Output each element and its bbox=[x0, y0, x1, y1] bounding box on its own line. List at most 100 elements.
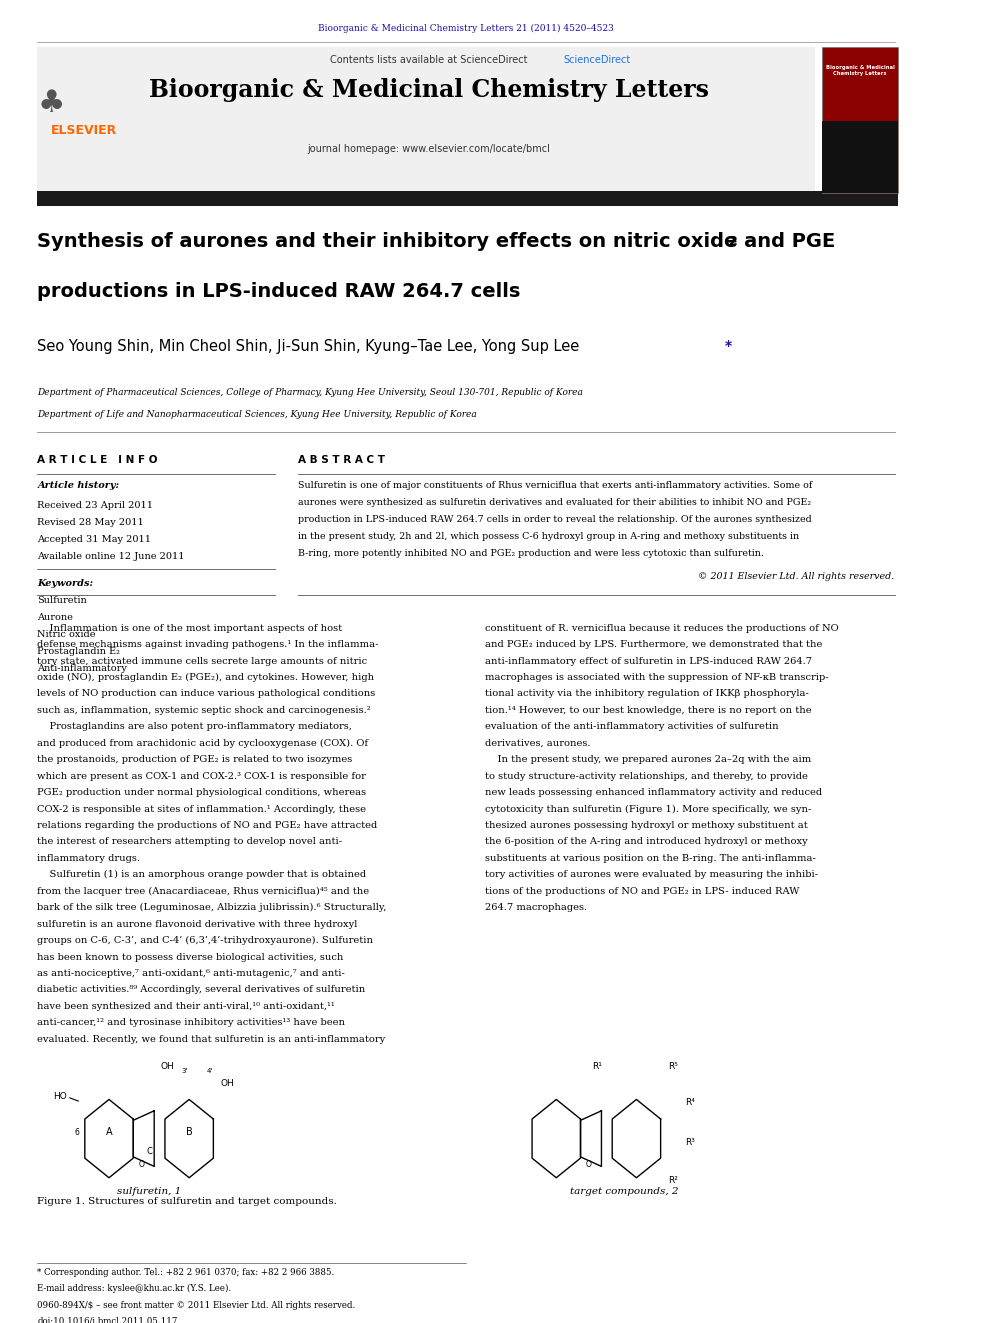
Text: Seo Young Shin, Min Cheol Shin, Ji-Sun Shin, Kyung–Tae Lee, Yong Sup Lee: Seo Young Shin, Min Cheol Shin, Ji-Sun S… bbox=[38, 339, 579, 355]
Text: © 2011 Elsevier Ltd. All rights reserved.: © 2011 Elsevier Ltd. All rights reserved… bbox=[698, 572, 895, 581]
Text: Department of Pharmaceutical Sciences, College of Pharmacy, Kyung Hee University: Department of Pharmaceutical Sciences, C… bbox=[38, 388, 583, 397]
Text: bark of the silk tree (Leguminosae, Albizzia julibrissin).⁶ Structurally,: bark of the silk tree (Leguminosae, Albi… bbox=[38, 904, 387, 913]
Text: 3': 3' bbox=[182, 1068, 188, 1074]
Text: A: A bbox=[106, 1127, 112, 1136]
Text: Prostaglandins are also potent pro-inflammatory mediators,: Prostaglandins are also potent pro-infla… bbox=[38, 722, 352, 732]
Text: 6: 6 bbox=[75, 1127, 79, 1136]
Text: and produced from arachidonic acid by cyclooxygenase (COX). Of: and produced from arachidonic acid by cy… bbox=[38, 738, 368, 747]
Text: tory state, activated immune cells secrete large amounts of nitric: tory state, activated immune cells secre… bbox=[38, 656, 367, 665]
Text: 264.7 macrophages.: 264.7 macrophages. bbox=[484, 904, 586, 912]
Text: R¹: R¹ bbox=[591, 1062, 601, 1072]
Text: * Corresponding author. Tel.: +82 2 961 0370; fax: +82 2 966 3885.: * Corresponding author. Tel.: +82 2 961 … bbox=[38, 1269, 334, 1277]
Text: tory activities of aurones were evaluated by measuring the inhibi-: tory activities of aurones were evaluate… bbox=[484, 871, 817, 880]
Text: Received 23 April 2011: Received 23 April 2011 bbox=[38, 501, 154, 511]
Text: O: O bbox=[139, 1160, 145, 1170]
Text: COX-2 is responsible at sites of inflammation.¹ Accordingly, these: COX-2 is responsible at sites of inflamm… bbox=[38, 804, 366, 814]
Text: Bioorganic & Medicinal Chemistry Letters 21 (2011) 4520–4523: Bioorganic & Medicinal Chemistry Letters… bbox=[318, 24, 614, 33]
Text: the prostanoids, production of PGE₂ is related to two isozymes: the prostanoids, production of PGE₂ is r… bbox=[38, 755, 352, 765]
Text: Keywords:: Keywords: bbox=[38, 579, 93, 589]
Text: evaluation of the anti-inflammatory activities of sulfuretin: evaluation of the anti-inflammatory acti… bbox=[484, 722, 778, 732]
Text: B: B bbox=[186, 1127, 192, 1136]
Text: Article history:: Article history: bbox=[38, 482, 119, 491]
Text: doi:10.1016/j.bmcl.2011.05.117: doi:10.1016/j.bmcl.2011.05.117 bbox=[38, 1316, 178, 1323]
Text: R⁴: R⁴ bbox=[684, 1098, 694, 1106]
Text: tion.¹⁴ However, to our best knowledge, there is no report on the: tion.¹⁴ However, to our best knowledge, … bbox=[484, 706, 811, 714]
Text: new leads possessing enhanced inflammatory activity and reduced: new leads possessing enhanced inflammato… bbox=[484, 789, 821, 798]
Text: R²: R² bbox=[668, 1176, 678, 1185]
Text: such as, inflammation, systemic septic shock and carcinogenesis.²: such as, inflammation, systemic septic s… bbox=[38, 706, 371, 714]
Text: OH: OH bbox=[161, 1062, 174, 1072]
Text: R⁵: R⁵ bbox=[668, 1062, 678, 1072]
Text: ScienceDirect: ScienceDirect bbox=[563, 54, 631, 65]
Bar bbox=[38, 191, 898, 206]
Text: Revised 28 May 2011: Revised 28 May 2011 bbox=[38, 519, 144, 527]
Text: defense mechanisms against invading pathogens.¹ In the inflamma-: defense mechanisms against invading path… bbox=[38, 640, 379, 650]
Text: Bioorganic & Medicinal Chemistry Letters: Bioorganic & Medicinal Chemistry Letters bbox=[149, 78, 708, 102]
Text: 4': 4' bbox=[207, 1068, 213, 1074]
Text: oxide (NO), prostaglandin E₂ (PGE₂), and cytokines. However, high: oxide (NO), prostaglandin E₂ (PGE₂), and… bbox=[38, 673, 374, 683]
Text: to study structure-activity relationships, and thereby, to provide: to study structure-activity relationship… bbox=[484, 771, 807, 781]
Text: anti-inflammatory effect of sulfuretin in LPS-induced RAW 264.7: anti-inflammatory effect of sulfuretin i… bbox=[484, 656, 811, 665]
Text: Accepted 31 May 2011: Accepted 31 May 2011 bbox=[38, 534, 151, 544]
Text: aurones were synthesized as sulfuretin derivatives and evaluated for their abili: aurones were synthesized as sulfuretin d… bbox=[299, 499, 811, 508]
Text: Bioorganic & Medicinal
Chemistry Letters: Bioorganic & Medicinal Chemistry Letters bbox=[825, 65, 895, 75]
Text: as anti-nociceptive,⁷ anti-oxidant,⁶ anti-mutagenic,⁷ and anti-: as anti-nociceptive,⁷ anti-oxidant,⁶ ant… bbox=[38, 968, 345, 978]
Text: ♣: ♣ bbox=[38, 89, 64, 118]
Text: Prostaglandin E₂: Prostaglandin E₂ bbox=[38, 647, 120, 656]
Text: sulfuretin is an aurone flavonoid derivative with three hydroxyl: sulfuretin is an aurone flavonoid deriva… bbox=[38, 919, 358, 929]
Text: anti-cancer,¹² and tyrosinase inhibitory activities¹³ have been: anti-cancer,¹² and tyrosinase inhibitory… bbox=[38, 1019, 345, 1027]
Text: diabetic activities.⁸⁹ Accordingly, several derivatives of sulfuretin: diabetic activities.⁸⁹ Accordingly, seve… bbox=[38, 986, 365, 995]
Text: which are present as COX-1 and COX-2.³ COX-1 is responsible for: which are present as COX-1 and COX-2.³ C… bbox=[38, 771, 366, 781]
Text: Inflammation is one of the most important aspects of host: Inflammation is one of the most importan… bbox=[38, 623, 342, 632]
Text: groups on C-6, C-3’, and C-4’ (6,3’,4’-trihydroxyaurone). Sulfuretin: groups on C-6, C-3’, and C-4’ (6,3’,4’-t… bbox=[38, 937, 373, 945]
Text: productions in LPS-induced RAW 264.7 cells: productions in LPS-induced RAW 264.7 cel… bbox=[38, 282, 521, 300]
Text: levels of NO production can induce various pathological conditions: levels of NO production can induce vario… bbox=[38, 689, 376, 699]
Text: O: O bbox=[586, 1160, 592, 1170]
Text: cytotoxicity than sulfuretin (Figure 1). More specifically, we syn-: cytotoxicity than sulfuretin (Figure 1).… bbox=[484, 804, 810, 814]
FancyBboxPatch shape bbox=[38, 48, 815, 193]
Text: production in LPS-induced RAW 264.7 cells in order to reveal the relationship. O: production in LPS-induced RAW 264.7 cell… bbox=[299, 516, 811, 524]
Text: Sulfuretin is one of major constituents of Rhus verniciflua that exerts anti-inf: Sulfuretin is one of major constituents … bbox=[299, 482, 812, 491]
Text: 2: 2 bbox=[729, 235, 737, 247]
Text: journal homepage: www.elsevier.com/locate/bmcl: journal homepage: www.elsevier.com/locat… bbox=[308, 143, 551, 153]
Text: has been known to possess diverse biological activities, such: has been known to possess diverse biolog… bbox=[38, 953, 343, 962]
Text: macrophages is associated with the suppression of NF-κB transcrip-: macrophages is associated with the suppr… bbox=[484, 673, 828, 683]
Text: tional activity via the inhibitory regulation of IKKβ phosphoryla-: tional activity via the inhibitory regul… bbox=[484, 689, 808, 699]
Text: from the lacquer tree (Anacardiaceae, Rhus verniciflua)⁴⁵ and the: from the lacquer tree (Anacardiaceae, Rh… bbox=[38, 886, 369, 896]
Text: and PGE₂ induced by LPS. Furthermore, we demonstrated that the: and PGE₂ induced by LPS. Furthermore, we… bbox=[484, 640, 822, 650]
Text: Sulfuretin (1) is an amorphous orange powder that is obtained: Sulfuretin (1) is an amorphous orange po… bbox=[38, 871, 366, 880]
Text: C: C bbox=[146, 1147, 152, 1156]
Text: constituent of R. verniciflua because it reduces the productions of NO: constituent of R. verniciflua because it… bbox=[484, 623, 838, 632]
Text: Department of Life and Nanopharmaceutical Sciences, Kyung Hee University, Republ: Department of Life and Nanopharmaceutica… bbox=[38, 410, 477, 418]
Text: *: * bbox=[725, 339, 732, 353]
Text: Aurone: Aurone bbox=[38, 614, 73, 622]
Text: 0960-894X/$ – see front matter © 2011 Elsevier Ltd. All rights reserved.: 0960-894X/$ – see front matter © 2011 El… bbox=[38, 1301, 355, 1310]
Text: the interest of researchers attempting to develop novel anti-: the interest of researchers attempting t… bbox=[38, 837, 342, 847]
Text: sulfuretin, 1: sulfuretin, 1 bbox=[117, 1187, 182, 1196]
Text: the 6-position of the A-ring and introduced hydroxyl or methoxy: the 6-position of the A-ring and introdu… bbox=[484, 837, 807, 847]
Bar bbox=[821, 122, 898, 193]
Text: E-mail address: kyslee@khu.ac.kr (Y.S. Lee).: E-mail address: kyslee@khu.ac.kr (Y.S. L… bbox=[38, 1283, 231, 1293]
Text: in the present study, 2h and 2l, which possess C-6 hydroxyl group in A-ring and : in the present study, 2h and 2l, which p… bbox=[299, 532, 800, 541]
Text: Anti-inflammatory: Anti-inflammatory bbox=[38, 664, 127, 673]
Text: PGE₂ production under normal physiological conditions, whereas: PGE₂ production under normal physiologic… bbox=[38, 789, 366, 798]
Text: target compounds, 2: target compounds, 2 bbox=[570, 1187, 679, 1196]
Text: thesized aurones possessing hydroxyl or methoxy substituent at: thesized aurones possessing hydroxyl or … bbox=[484, 822, 807, 830]
Text: HO: HO bbox=[54, 1093, 67, 1101]
Text: relations regarding the productions of NO and PGE₂ have attracted: relations regarding the productions of N… bbox=[38, 822, 378, 830]
Text: inflammatory drugs.: inflammatory drugs. bbox=[38, 853, 140, 863]
Text: Nitric oxide: Nitric oxide bbox=[38, 630, 96, 639]
Text: evaluated. Recently, we found that sulfuretin is an anti-inflammatory: evaluated. Recently, we found that sulfu… bbox=[38, 1035, 386, 1044]
Text: Contents lists available at ScienceDirect: Contents lists available at ScienceDirec… bbox=[330, 54, 528, 65]
Text: substituents at various position on the B-ring. The anti-inflamma-: substituents at various position on the … bbox=[484, 853, 815, 863]
Text: A R T I C L E   I N F O: A R T I C L E I N F O bbox=[38, 455, 158, 466]
Text: Available online 12 June 2011: Available online 12 June 2011 bbox=[38, 552, 185, 561]
Text: tions of the productions of NO and PGE₂ in LPS- induced RAW: tions of the productions of NO and PGE₂ … bbox=[484, 886, 799, 896]
Text: have been synthesized and their anti-viral,¹⁰ anti-oxidant,¹¹: have been synthesized and their anti-vir… bbox=[38, 1002, 335, 1011]
Text: derivatives, aurones.: derivatives, aurones. bbox=[484, 738, 590, 747]
Text: A B S T R A C T: A B S T R A C T bbox=[299, 455, 385, 466]
Text: B-ring, more potently inhibited NO and PGE₂ production and were less cytotoxic t: B-ring, more potently inhibited NO and P… bbox=[299, 549, 764, 558]
Text: OH: OH bbox=[221, 1080, 234, 1089]
Text: Sulfuretin: Sulfuretin bbox=[38, 597, 87, 606]
Text: R³: R³ bbox=[684, 1138, 694, 1147]
